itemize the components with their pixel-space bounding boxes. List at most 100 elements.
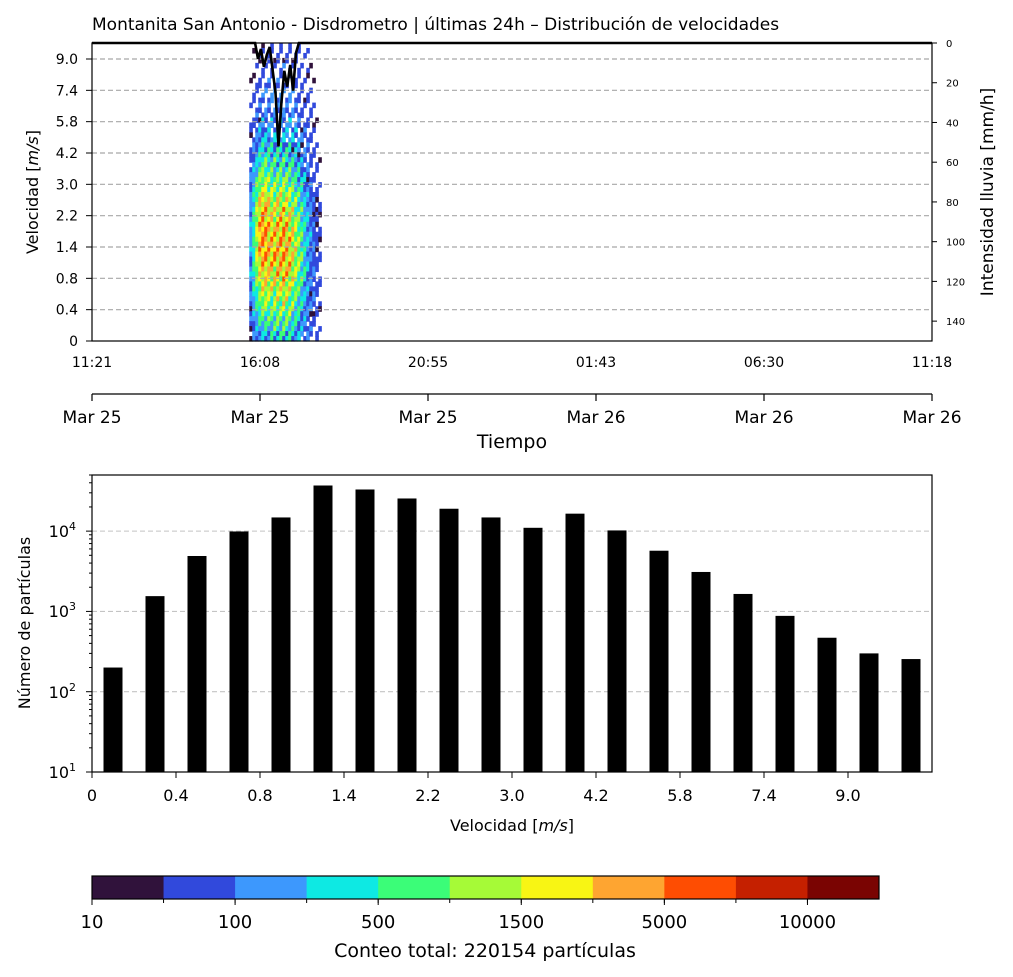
heatmap-cell (252, 72, 256, 79)
heatmap-cell (249, 266, 253, 273)
heatmap-cell (297, 196, 301, 203)
heatmap-cell (249, 177, 253, 183)
heatmap-cell (285, 301, 289, 307)
heatmap-cell (279, 162, 283, 168)
heatmap-cell (249, 182, 253, 188)
heatmap-cell (294, 336, 298, 342)
heatmap-cell (255, 172, 259, 178)
heatmap-cell (264, 107, 268, 114)
heatmap-cell (252, 177, 256, 183)
heatmap-cell (303, 127, 307, 133)
heatmap-cell (312, 216, 316, 223)
heatmap-cell (300, 206, 304, 213)
heatmap-cell (315, 117, 319, 124)
rain-intensity-tick: 80 (946, 198, 959, 209)
heatmap-cell (273, 62, 277, 69)
heatmap-cell (273, 331, 277, 337)
heatmap-cell (261, 281, 265, 287)
heatmap-cell (303, 326, 307, 332)
heatmap-cell (285, 147, 289, 153)
heatmap-cell (312, 152, 316, 158)
heatmap-cell (285, 107, 289, 114)
heatmap-cell (303, 192, 307, 198)
heatmap-cell (294, 221, 298, 228)
heatmap-cell (249, 211, 253, 218)
heatmap-cell (309, 226, 313, 233)
heatmap-cell (315, 331, 319, 337)
velocity-y-tick: 4.2 (56, 146, 78, 162)
heatmap-cell (249, 157, 253, 163)
heatmap-cell (273, 132, 277, 138)
heatmap-cell (252, 286, 256, 292)
heatmap-cell (279, 271, 283, 278)
velocity-y-tick: 3.0 (56, 177, 78, 193)
heatmap-cell (318, 281, 322, 287)
heatmap-cell (306, 306, 310, 312)
heatmap-cell (270, 92, 274, 99)
heatmap-cell (273, 301, 277, 307)
heatmap-cell (273, 246, 277, 253)
heatmap-cell (264, 196, 268, 203)
heatmap-cell (291, 221, 295, 228)
heatmap-cell (258, 296, 262, 302)
heatmap-cell (249, 132, 253, 138)
heatmap-cell (261, 211, 265, 218)
heatmap-cell (309, 261, 313, 268)
bars (103, 485, 921, 772)
heatmap-cell (249, 231, 253, 238)
heatmap-cell (294, 177, 298, 183)
heatmap-cell (255, 196, 259, 203)
bar (733, 593, 753, 772)
heatmap-cell (294, 97, 298, 104)
bar (565, 513, 585, 772)
heatmap-cell (300, 216, 304, 223)
heatmap-cell (300, 201, 304, 208)
heatmap-cell (303, 102, 307, 109)
heatmap-cell (285, 266, 289, 273)
heatmap-cell (291, 336, 295, 342)
heatmap-cell (252, 172, 256, 178)
heatmap-cell (264, 157, 268, 163)
heatmap-cell (315, 336, 319, 342)
heatmap-cell (288, 47, 292, 54)
heatmap-cell (261, 72, 265, 79)
heatmap-cell (297, 187, 301, 193)
heatmap-cell (273, 256, 277, 263)
heatmap-cell (261, 187, 265, 193)
heatmap-cell (306, 172, 310, 178)
heatmap-cell (264, 112, 268, 119)
heatmap-cell (309, 286, 313, 292)
heatmap-cell (300, 152, 304, 158)
heatmap-cell (279, 276, 283, 282)
heatmap-cell (303, 172, 307, 178)
heatmap-cell (267, 57, 271, 64)
heatmap-cell (303, 296, 307, 302)
heatmap-cell (267, 271, 271, 278)
time-tick: 01:43 (576, 355, 616, 371)
heatmap-cell (300, 291, 304, 297)
heatmap-cell (258, 281, 262, 287)
heatmap-cell (282, 152, 286, 158)
heatmap-cell (315, 236, 319, 243)
heatmap-cell (258, 142, 262, 148)
heatmap-cell (291, 251, 295, 258)
heatmap-cell (312, 122, 316, 129)
heatmap-cell (255, 321, 259, 327)
heatmap-cell (309, 311, 313, 317)
heatmap-cell (273, 226, 277, 233)
heatmap-cell (273, 271, 277, 278)
heatmap-cell (312, 286, 316, 292)
heatmap-cell (309, 301, 313, 307)
heatmap-cell (285, 192, 289, 198)
heatmap-cell (285, 57, 289, 64)
heatmap-cell (273, 137, 277, 143)
time-axis: 11:21 16:08 20:55 01:43 06:30 11:18 (72, 355, 952, 371)
heatmap-cell (297, 92, 301, 99)
heatmap-cell (285, 226, 289, 233)
heatmap-cell (249, 167, 253, 173)
heatmap-cell (306, 206, 310, 213)
heatmap-cell (288, 97, 292, 104)
heatmap-cell (291, 57, 295, 64)
heatmap-cell (258, 57, 262, 64)
heatmap-cell (279, 326, 283, 332)
